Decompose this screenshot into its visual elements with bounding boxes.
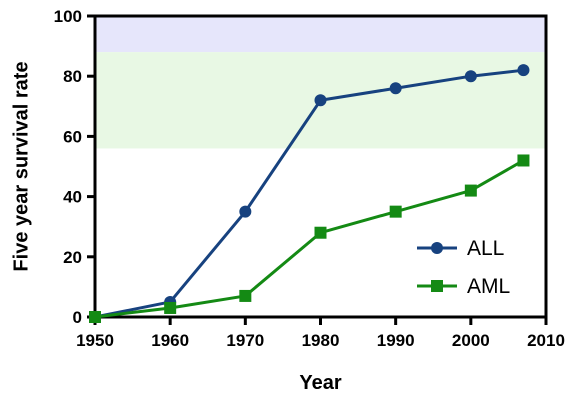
background-bands: [96, 16, 546, 149]
series-aml: [89, 154, 530, 323]
data-point-aml: [239, 289, 252, 302]
data-point-aml: [89, 311, 101, 323]
legend: ALL AML: [417, 237, 510, 298]
data-point-aml: [464, 184, 477, 197]
legend-marker-square: [431, 280, 443, 292]
legend-item-all: ALL: [417, 237, 504, 260]
y-tick-label: 60: [63, 127, 82, 146]
y-tick-label: 20: [63, 248, 82, 267]
x-tick-label: 1990: [377, 331, 415, 350]
x-tick-label: 1980: [302, 331, 340, 350]
y-axis-title: Five year survival rate: [10, 61, 32, 271]
series-line-aml: [94, 159, 525, 319]
axes: 1950 1960 1970 1980 1990 2000 2010 0 20 40 60 80 100: [54, 7, 565, 350]
x-tick-label: 1970: [226, 331, 264, 350]
data-point-aml: [164, 301, 177, 314]
data-point-aml: [517, 154, 530, 167]
data-point-all: [389, 82, 402, 95]
x-axis-title: Year: [299, 372, 341, 394]
legend-marker-circle: [431, 242, 443, 254]
y-tick-label: 80: [63, 67, 82, 86]
y-tick-label: 40: [63, 188, 82, 207]
y-tick-label: 100: [54, 7, 82, 26]
data-point-all: [464, 70, 477, 83]
y-tick-label: 0: [73, 308, 82, 327]
data-point-aml: [389, 205, 402, 218]
x-tick-label: 1950: [76, 331, 114, 350]
background-band-0: [96, 16, 546, 53]
series: [89, 64, 530, 323]
data-point-aml: [314, 226, 327, 239]
data-point-all: [239, 205, 252, 218]
x-tick-label: 2010: [527, 331, 565, 350]
legend-label: AML: [467, 275, 510, 298]
legend-label: ALL: [467, 237, 504, 260]
data-point-all: [314, 94, 327, 107]
x-tick-label: 2000: [452, 331, 490, 350]
data-point-all: [517, 64, 530, 77]
legend-item-aml: AML: [417, 275, 510, 298]
x-tick-label: 1960: [151, 331, 189, 350]
